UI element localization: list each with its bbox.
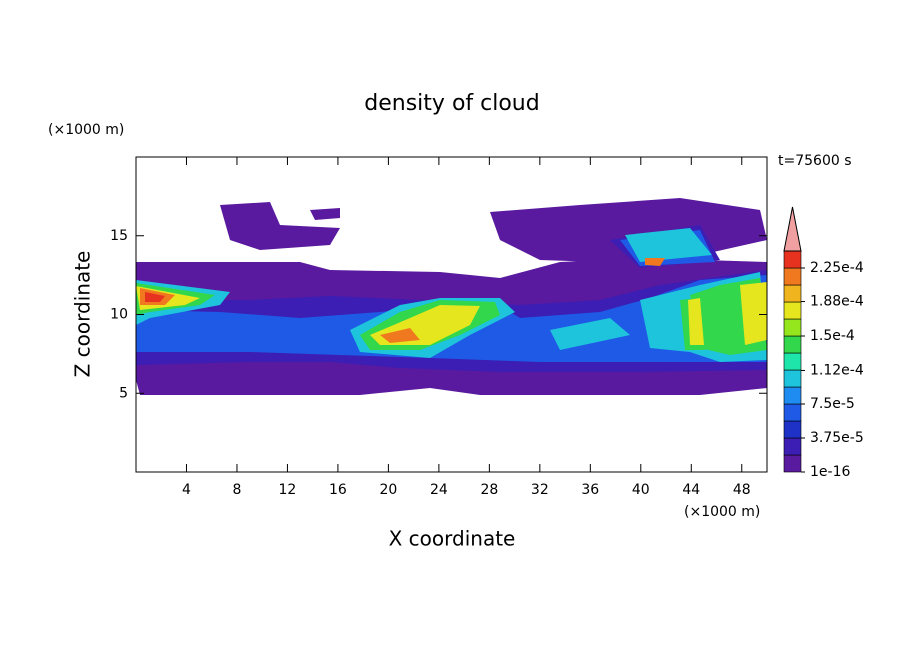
colorbar-extend: [783, 206, 802, 252]
x-axis-label: X coordinate: [389, 527, 516, 551]
colorbar-box: [783, 335, 802, 354]
colorbar-box: [783, 250, 802, 269]
x-tick-label: 32: [531, 482, 549, 498]
x-tick-label: 16: [329, 482, 347, 498]
y-unit-label: (×1000 m): [48, 122, 124, 138]
x-tick-label: 36: [581, 482, 599, 498]
colorbar-box: [783, 403, 802, 422]
x-unit-label: (×1000 m): [684, 504, 760, 520]
y-tick-label: 10: [110, 307, 128, 323]
axes: [136, 157, 767, 472]
colorbar-tick-label: 3.75e-5: [810, 430, 864, 446]
colorbar-tick-label: 1.12e-4: [810, 362, 864, 378]
colorbar-box: [783, 369, 802, 388]
contour-level: [145, 292, 165, 302]
x-tick-label: 4: [182, 482, 191, 498]
colorbar-box: [783, 301, 802, 320]
x-tick-label: 40: [632, 482, 650, 498]
colorbar-box: [783, 454, 802, 473]
contour-level: [136, 282, 767, 345]
colorbar-box: [783, 437, 802, 456]
x-tick-label: 8: [232, 482, 241, 498]
contour-level: [136, 228, 767, 362]
colorbar-box: [783, 352, 802, 371]
colorbar-tick-label: 1e-16: [810, 464, 850, 480]
colorbar-tick-label: 1.5e-4: [810, 328, 855, 344]
x-tick-label: 48: [733, 482, 751, 498]
contour-field: [136, 198, 767, 395]
colorbar-box: [783, 420, 802, 439]
annotation: t=75600 s: [778, 153, 852, 169]
colorbar-box: [783, 318, 802, 337]
chart-title: density of cloud: [364, 91, 539, 116]
colorbar-box: [783, 267, 802, 286]
y-tick-label: 5: [119, 385, 128, 401]
colorbar-tick-label: 7.5e-5: [810, 396, 855, 412]
x-tick-label: 28: [480, 482, 498, 498]
y-axis-label: Z coordinate: [71, 251, 95, 378]
x-tick-label: 44: [682, 482, 700, 498]
colorbar-box: [783, 386, 802, 405]
colorbar-tick-label: 1.88e-4: [810, 294, 864, 310]
colorbar-tick-label: 2.25e-4: [810, 260, 864, 276]
x-tick-label: 12: [279, 482, 297, 498]
colorbar-box: [783, 284, 802, 303]
y-tick-label: 15: [110, 228, 128, 244]
x-tick-label: 24: [430, 482, 448, 498]
x-tick-label: 20: [379, 482, 397, 498]
